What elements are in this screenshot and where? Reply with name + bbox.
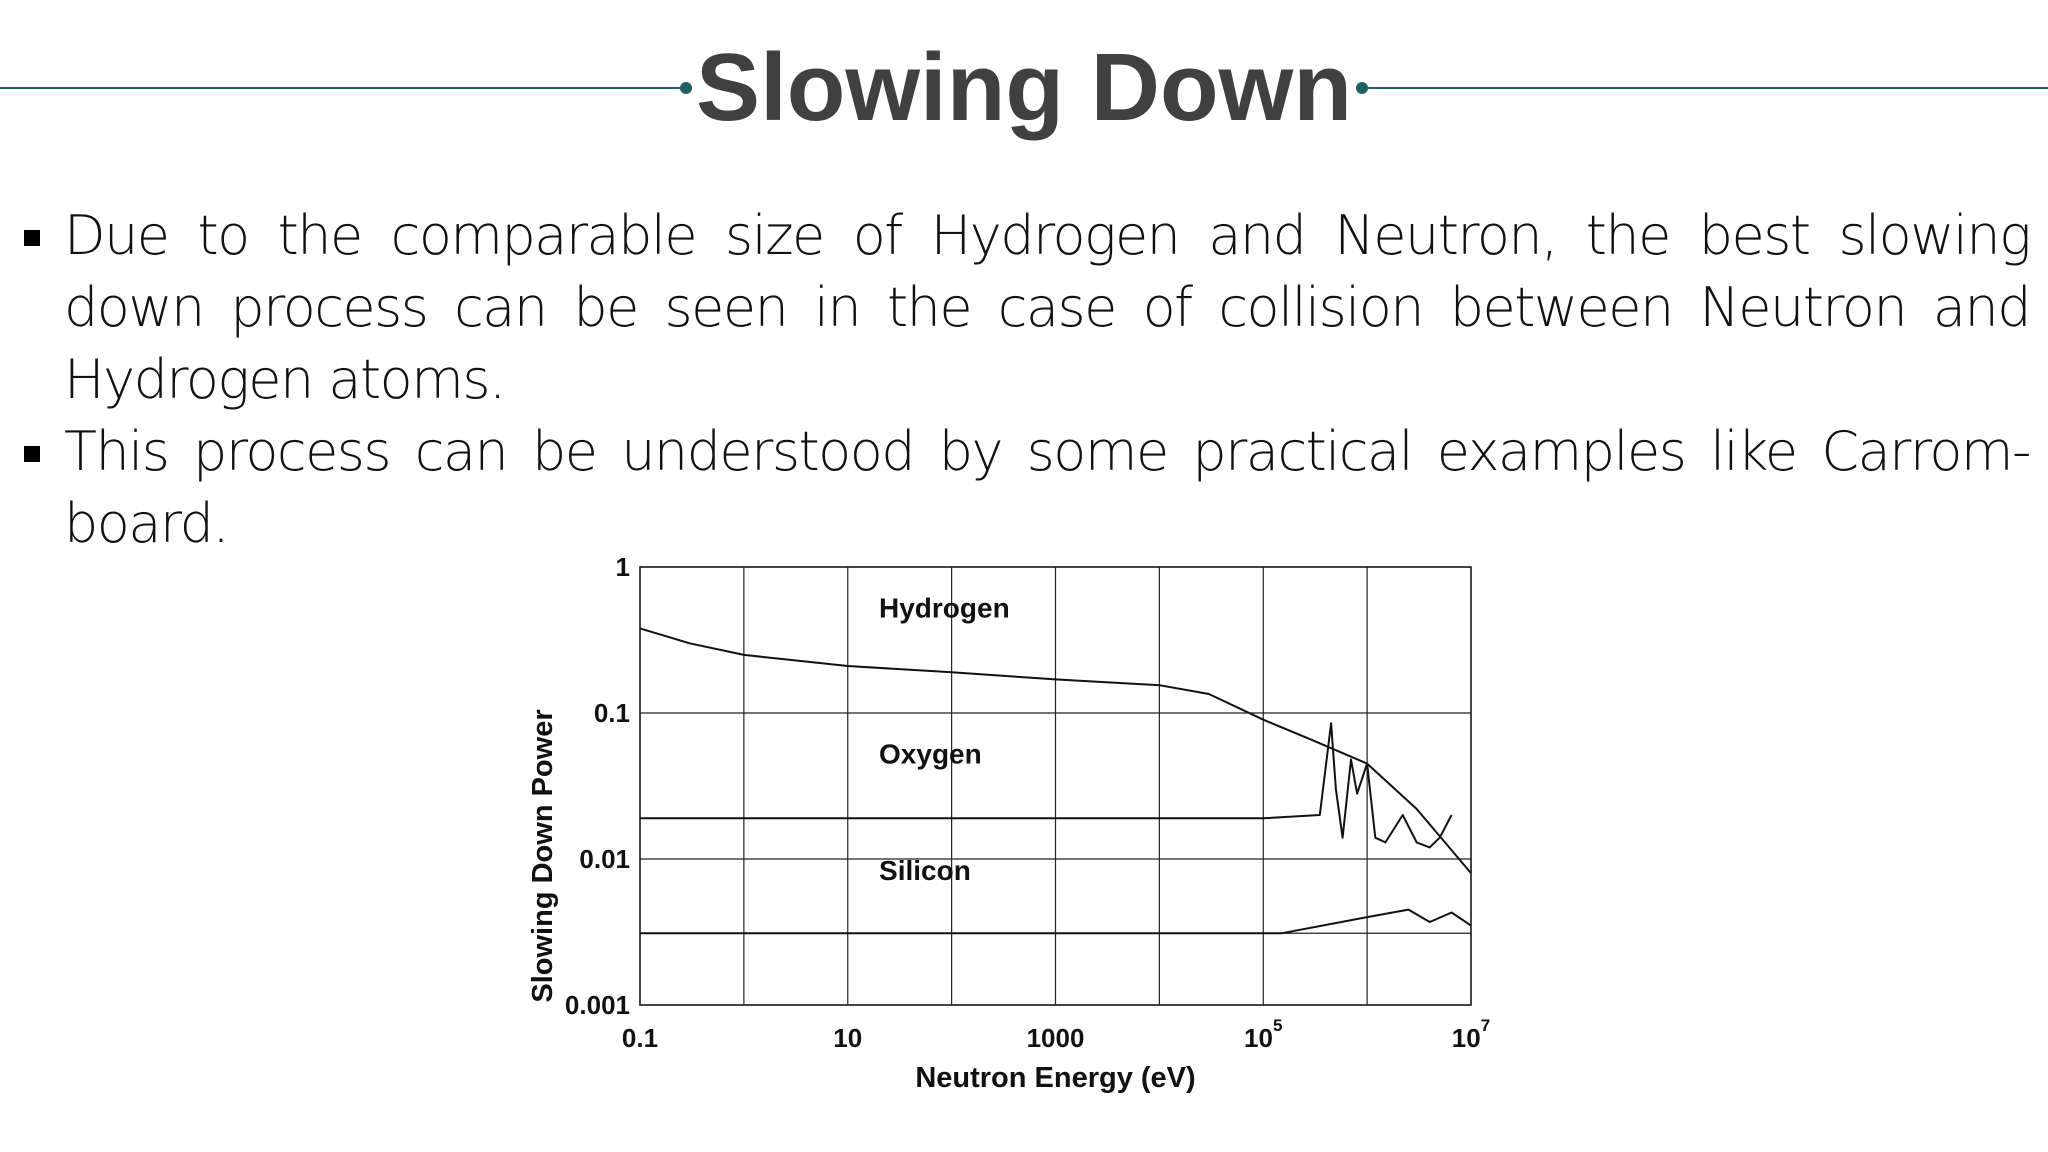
bullet-item: This process can be understood by some p… (18, 416, 2032, 560)
x-tick-label: 1000 (1027, 1023, 1085, 1053)
title-dot-left (680, 82, 692, 94)
square-bullet-icon (24, 446, 40, 462)
y-tick-label: 1 (616, 552, 630, 582)
series-label-silicon: Silicon (879, 855, 971, 886)
chart-grid (639, 566, 1472, 1006)
slide-title: Slowing Down (696, 34, 1352, 141)
title-bar: Slowing Down (0, 0, 2048, 170)
title-rule-left (0, 87, 686, 89)
chart-svg: Hydrogen Oxygen Silicon 0.1 10 1000 105 107 1 0.1… (527, 552, 1490, 1094)
x-tick-label: 105 (1244, 1016, 1282, 1053)
slowing-down-power-chart: Hydrogen Oxygen Silicon 0.1 10 1000 105 107 1 0.1… (520, 545, 1500, 1120)
series-line-oxygen (640, 722, 1453, 849)
x-axis-label: Neutron Energy (eV) (915, 1062, 1195, 1094)
x-tick-exponent: 5 (1273, 1016, 1282, 1035)
x-tick-label: 107 (1452, 1016, 1490, 1053)
series-label-oxygen: Oxygen (879, 739, 982, 770)
x-tick-label: 0.1 (622, 1023, 658, 1053)
bullet-item: Due to the comparable size of Hydrogen a… (18, 200, 2032, 416)
chart-series (639, 627, 1472, 935)
chart-labels: Hydrogen Oxygen Silicon 0.1 10 1000 105 107 1 0.1… (527, 552, 1490, 1094)
x-tick-label: 10 (833, 1023, 862, 1053)
title-rule-right (1362, 87, 2048, 89)
y-tick-label: 0.001 (565, 990, 630, 1020)
series-line-silicon (640, 908, 1472, 935)
y-tick-label: 0.1 (594, 698, 630, 728)
x-tick-exponent: 7 (1481, 1016, 1490, 1035)
y-tick-label: 0.01 (579, 844, 630, 874)
bullet-list: Due to the comparable size of Hydrogen a… (18, 200, 2032, 560)
plot-frame (639, 566, 1472, 1006)
bullet-text: This process can be understood by some p… (64, 420, 2032, 555)
series-label-hydrogen: Hydrogen (879, 593, 1010, 624)
bullet-text: Due to the comparable size of Hydrogen a… (64, 204, 2032, 411)
square-bullet-icon (24, 230, 40, 246)
y-axis-label: Slowing Down Power (527, 709, 559, 1002)
